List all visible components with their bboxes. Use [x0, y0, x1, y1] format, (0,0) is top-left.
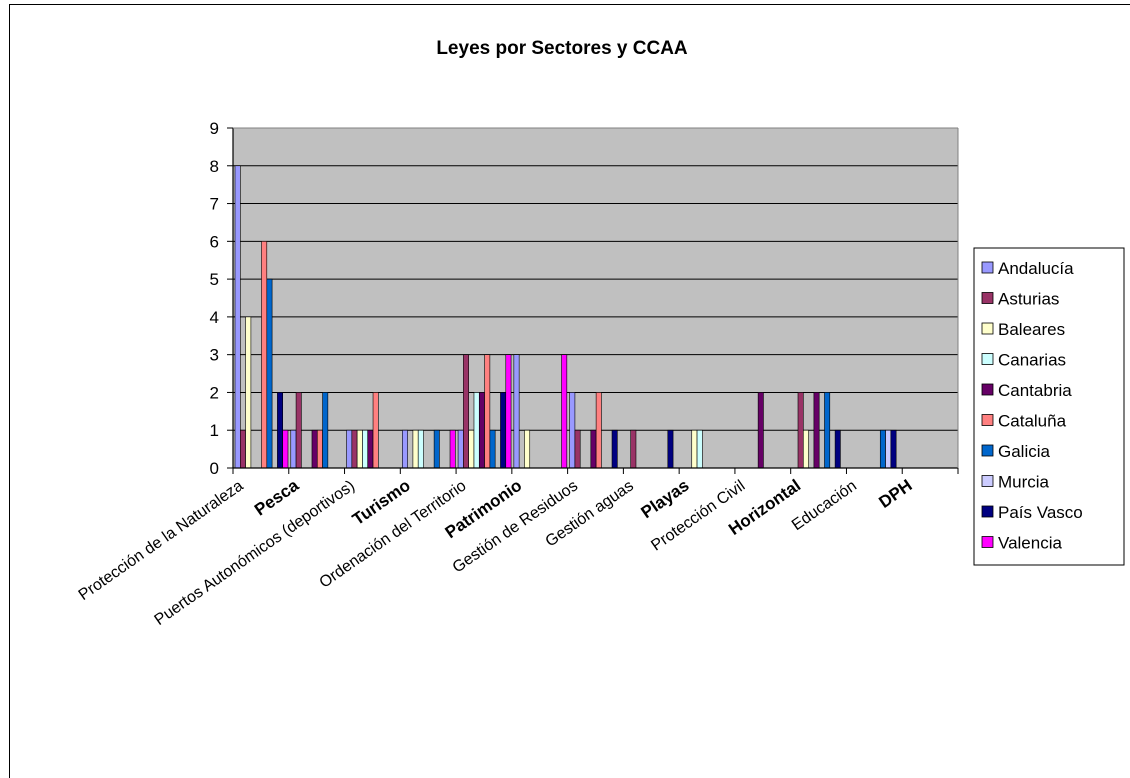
legend-label-baleares: Baleares: [998, 320, 1065, 339]
bar-andalucia-gestion-de-residuos: [569, 392, 576, 469]
bar-baleares-ordenacion-del-territorio: [468, 429, 475, 469]
bar-galicia-horizontal: [824, 392, 831, 469]
bar-cantabria-proteccion-civil: [757, 392, 764, 469]
chart-title: Leyes por Sectores y CCAA: [436, 38, 688, 59]
legend-swatch-baleares: [981, 322, 994, 335]
legend-swatch-canarias: [981, 353, 994, 365]
legend: Andalucía Asturias Baleares Canarias Cantabr…: [973, 247, 1125, 566]
bar-galicia-ordenacion-del-territorio: [489, 429, 496, 469]
bar-valencia-proteccion-de-la-naturaleza: [282, 429, 289, 469]
bar-andalucia-puertos-autonomicos-deportivos: [346, 429, 353, 469]
legend-label-andalucia: Andalucía: [998, 259, 1074, 278]
legend-label-asturias: Asturias: [998, 290, 1059, 309]
x-tick-label-puertos-autonomicos-deportivos: Puertos Autonómicos (deportivos): [152, 477, 358, 629]
y-tick-label: 1: [210, 421, 219, 440]
bar-baleares-horizontal: [802, 429, 809, 469]
x-tick-label-dph: DPH: [875, 476, 915, 512]
legend-swatch-cataluna: [981, 414, 994, 426]
bar-valencia-ordenacion-del-territorio: [505, 354, 512, 469]
bar-cantabria-gestion-de-residuos: [590, 429, 597, 469]
bar-baleares-proteccion-de-la-naturaleza: [245, 316, 252, 469]
legend-box: [973, 247, 1125, 566]
x-axis-labels: Protección de la Naturaleza PescaPuertos …: [76, 475, 916, 629]
bar-canarias-puertos-autonomicos-deportivos: [362, 429, 369, 469]
bar-valencia-turismo: [449, 429, 456, 469]
bar-cataluna-proteccion-de-la-naturaleza: [261, 241, 268, 469]
legend-swatch-pais-vasco: [981, 505, 994, 518]
y-tick-label: 0: [210, 459, 219, 478]
legend-label-murcia: Murcia: [998, 473, 1050, 492]
y-tick-label: 2: [210, 383, 219, 402]
bar-baleares-puertos-autonomicos-deportivos: [356, 429, 363, 469]
bar-andalucia-patrimonio: [513, 354, 520, 469]
y-tick-label: 8: [210, 157, 219, 176]
bar-andalucia-turismo: [402, 429, 408, 469]
bar-pais-vasco-ordenacion-del-territorio: [500, 392, 507, 469]
bar-pais-vasco-gestion-aguas: [667, 429, 674, 469]
legend-label-pais-vasco: País Vasco: [998, 503, 1083, 522]
y-tick-label: 7: [210, 195, 219, 214]
legend-label-galicia: Galicia: [998, 442, 1051, 461]
bar-baleares-patrimonio: [524, 429, 531, 469]
bar-galicia-pesca: [322, 392, 329, 469]
bar-asturias-puertos-autonomicos-deportivos: [351, 429, 358, 469]
bar-pais-vasco-gestion-de-residuos: [611, 429, 618, 469]
plot-area: [233, 128, 958, 468]
legend-swatch-andalucia: [981, 261, 994, 274]
bar-cantabria-ordenacion-del-territorio: [478, 392, 485, 469]
legend-label-cataluna: Cataluña: [998, 412, 1067, 431]
bar-galicia-turismo: [433, 429, 440, 469]
y-tick-label: 5: [210, 270, 219, 289]
bar-asturias-pesca: [295, 392, 302, 469]
y-tick-label: 4: [210, 308, 219, 327]
chart-frame: [9, 4, 1130, 778]
bar-canarias-turismo: [417, 429, 424, 469]
bar-cantabria-puertos-autonomicos-deportivos: [367, 429, 374, 469]
bar-baleares-playas: [691, 429, 698, 469]
bar-cantabria-horizontal: [813, 392, 820, 469]
bar-cataluna-puertos-autonomicos-deportivos: [372, 392, 379, 469]
bar-galicia-proteccion-de-la-naturaleza: [266, 278, 273, 469]
legend-swatch-asturias: [981, 292, 994, 304]
y-tick-label: 9: [210, 119, 219, 138]
bar-cataluna-gestion-de-residuos: [595, 392, 602, 469]
legend-label-cantabria: Cantabria: [998, 381, 1072, 400]
bar-asturias-proteccion-de-la-naturaleza: [240, 429, 246, 469]
bar-asturias-horizontal: [797, 392, 804, 469]
bar-valencia-patrimonio: [561, 354, 568, 469]
legend-swatch-murcia: [981, 475, 994, 487]
bar-pais-vasco-educacion: [890, 429, 897, 469]
bar-baleares-turismo: [412, 429, 419, 469]
legend-swatch-valencia: [981, 536, 994, 548]
y-tick-label: 3: [210, 346, 219, 365]
x-tick-label-pesca: Pesca: [251, 475, 303, 519]
bar-asturias-gestion-de-residuos: [574, 429, 581, 469]
y-axis-ticks: 0 1 2 3 4 5 6 7 8 9: [210, 119, 233, 478]
bar-murcia-educacion: [885, 429, 892, 469]
bar-cataluna-ordenacion-del-territorio: [484, 354, 491, 469]
legend-swatch-cantabria: [981, 383, 994, 396]
legend-label-valencia: Valencia: [998, 534, 1062, 553]
axes: [232, 127, 959, 474]
bar-asturias-ordenacion-del-territorio: [463, 354, 469, 469]
y-tick-label: 6: [210, 232, 219, 251]
bar-pais-vasco-proteccion-de-la-naturaleza: [277, 392, 283, 469]
bar-cataluna-pesca: [316, 429, 323, 469]
bar-canarias-playas: [696, 429, 703, 469]
bar-andalucia-ordenacion-del-territorio: [457, 429, 464, 469]
bar-galicia-educacion: [879, 429, 886, 469]
bar-pais-vasco-horizontal: [834, 429, 841, 469]
bar-asturias-gestion-aguas: [630, 429, 637, 469]
bar-canarias-ordenacion-del-territorio: [473, 392, 480, 469]
bar-andalucia-pesca: [290, 429, 297, 469]
bar-andalucia-proteccion-de-la-naturaleza: [234, 165, 241, 469]
legend-swatch-galicia: [981, 444, 994, 457]
bar-cantabria-pesca: [311, 429, 318, 469]
legend-label-canarias: Canarias: [998, 351, 1066, 370]
